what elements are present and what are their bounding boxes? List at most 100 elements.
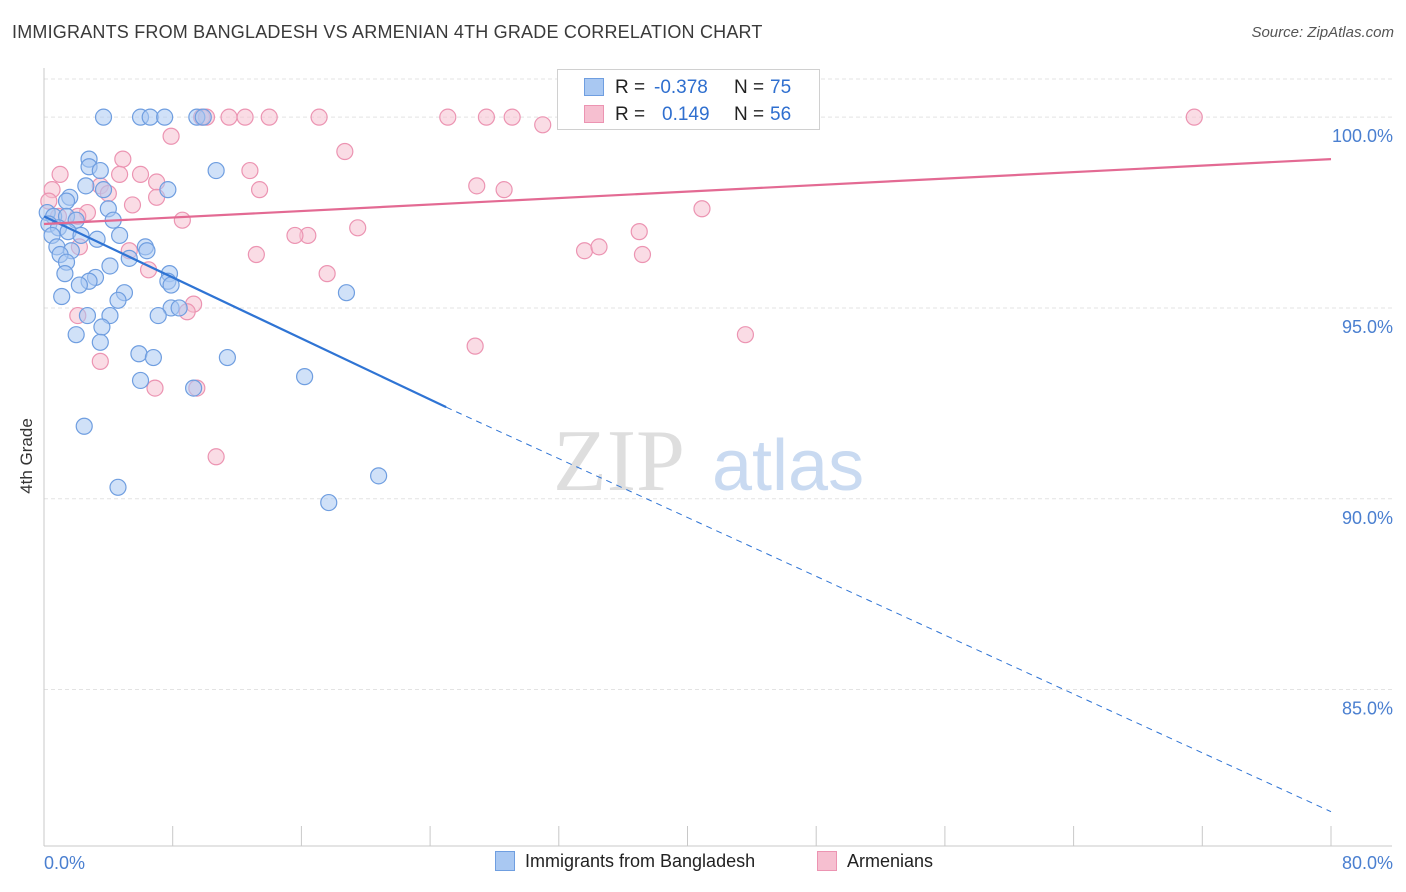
- point-bangladesh: [75, 417, 93, 435]
- y-tick-label: 90.0%: [1342, 508, 1393, 528]
- point-armenian: [466, 337, 484, 355]
- point-armenian: [162, 127, 180, 145]
- legend-r-value: 0.149: [662, 104, 710, 125]
- point-armenian: [630, 223, 648, 241]
- y-tick-label: 85.0%: [1342, 699, 1393, 719]
- point-armenian: [260, 108, 278, 126]
- trend-line-armenians: [43, 158, 1332, 226]
- x-tick-label: 80.0%: [1342, 853, 1393, 873]
- point-bangladesh: [94, 181, 113, 199]
- legend-label-bangladesh: Immigrants from Bangladesh: [525, 851, 756, 871]
- point-armenian: [51, 165, 69, 183]
- point-bangladesh: [149, 306, 167, 325]
- point-armenian: [503, 108, 521, 126]
- point-armenian: [247, 245, 265, 264]
- trend-lines: [43, 158, 1332, 813]
- point-bangladesh: [320, 493, 338, 512]
- point-armenian: [318, 265, 336, 283]
- point-bangladesh: [296, 368, 314, 386]
- point-bangladesh: [130, 345, 148, 363]
- point-bangladesh: [156, 108, 174, 126]
- point-bangladesh: [56, 265, 74, 283]
- legend-item-armenians: Armenians: [817, 851, 933, 872]
- point-bangladesh: [159, 181, 177, 199]
- legend-n-label: N =: [734, 104, 765, 125]
- watermark: ZIP atlas: [553, 413, 864, 510]
- point-armenian: [131, 165, 150, 183]
- point-bangladesh: [57, 192, 76, 210]
- point-armenian: [250, 181, 269, 199]
- legend-row-armenians: R = 0.149 N = 56: [558, 101, 819, 127]
- point-bangladesh: [78, 306, 97, 325]
- point-armenian: [207, 448, 225, 466]
- legend-r-value: -0.378: [654, 77, 708, 98]
- point-armenian: [241, 161, 259, 180]
- point-armenian: [111, 165, 129, 183]
- point-armenian: [220, 108, 238, 126]
- point-armenian: [495, 181, 513, 199]
- point-armenian: [349, 219, 367, 237]
- point-bangladesh: [131, 371, 150, 390]
- point-bangladesh: [91, 161, 109, 180]
- legend-n-label: N =: [734, 77, 765, 98]
- legend-item-bangladesh: Immigrants from Bangladesh: [495, 851, 755, 872]
- point-bangladesh: [93, 318, 111, 336]
- point-armenian: [736, 326, 755, 344]
- legend-n-value: 75: [770, 77, 792, 98]
- point-bangladesh: [91, 333, 109, 351]
- point-bangladesh: [109, 291, 127, 309]
- point-bangladesh: [67, 326, 85, 344]
- point-armenian: [286, 226, 304, 245]
- point-armenian: [123, 196, 142, 214]
- point-armenian: [590, 238, 608, 256]
- legend-n-value: 56: [770, 104, 792, 125]
- source-label: Source: ZipAtlas.com: [1251, 24, 1394, 41]
- point-armenian: [91, 352, 109, 370]
- point-armenian: [336, 142, 354, 161]
- point-armenian: [310, 108, 328, 126]
- legend-r-label: R =: [615, 77, 646, 98]
- point-armenian: [477, 108, 496, 126]
- point-bangladesh: [185, 379, 203, 397]
- trend-line-bangladesh: [43, 215, 447, 409]
- point-armenian: [114, 150, 132, 168]
- point-bangladesh: [170, 299, 188, 317]
- point-bangladesh: [138, 242, 156, 260]
- legend-swatch-pink: [584, 105, 604, 123]
- stats-legend: R = -0.378 N = 75 R = 0.149 N = 56: [557, 69, 820, 130]
- point-armenian: [146, 379, 164, 397]
- watermark-zip: ZIP: [553, 413, 685, 510]
- point-bangladesh: [53, 287, 71, 306]
- point-bangladesh: [194, 108, 212, 126]
- trend-line-bangladesh-extension: [445, 406, 1332, 813]
- point-bangladesh: [141, 108, 159, 126]
- y-tick-label: 95.0%: [1342, 317, 1393, 337]
- point-armenian: [439, 108, 457, 126]
- point-armenian: [468, 177, 486, 195]
- point-bangladesh: [101, 257, 119, 275]
- point-bangladesh: [337, 284, 356, 302]
- x-tick-label: 0.0%: [44, 853, 85, 873]
- point-armenian: [534, 116, 552, 134]
- chart-title: IMMIGRANTS FROM BANGLADESH VS ARMENIAN 4…: [12, 22, 763, 42]
- point-armenian: [173, 211, 191, 229]
- point-bangladesh: [77, 177, 95, 195]
- legend-label-armenians: Armenians: [847, 851, 934, 871]
- legend-r-label: R =: [615, 104, 646, 125]
- point-armenian: [236, 108, 254, 126]
- point-armenian: [575, 242, 594, 260]
- y-tick-label: 100.0%: [1332, 126, 1393, 146]
- watermark-atlas: atlas: [712, 426, 864, 506]
- point-armenian: [693, 200, 711, 218]
- legend-row-bangladesh: R = -0.378 N = 75: [558, 74, 819, 100]
- point-armenian: [1185, 108, 1203, 126]
- tick-labels: 85.0% 90.0% 95.0% 100.0% 0.0% 80.0%: [44, 126, 1393, 873]
- point-bangladesh: [70, 276, 88, 294]
- point-armenian: [633, 245, 652, 264]
- point-bangladesh: [94, 108, 113, 126]
- point-bangladesh: [370, 467, 388, 485]
- point-bangladesh: [111, 226, 129, 245]
- legend-swatch-blue: [495, 851, 515, 871]
- point-bangladesh: [109, 478, 127, 496]
